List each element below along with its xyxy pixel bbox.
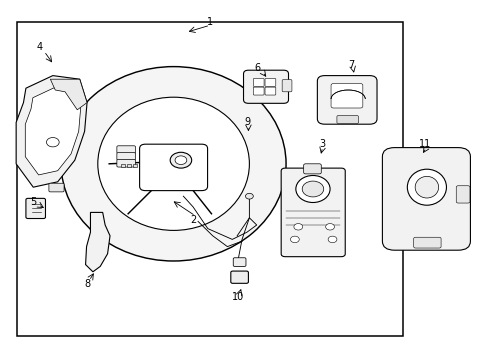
Circle shape (175, 156, 186, 165)
FancyBboxPatch shape (49, 183, 64, 192)
FancyBboxPatch shape (281, 168, 345, 257)
FancyBboxPatch shape (264, 78, 275, 86)
Polygon shape (25, 88, 81, 175)
Text: 11: 11 (418, 139, 431, 149)
FancyBboxPatch shape (282, 80, 291, 92)
FancyBboxPatch shape (132, 164, 137, 167)
Polygon shape (16, 76, 87, 187)
Text: 4: 4 (37, 42, 43, 52)
FancyBboxPatch shape (117, 153, 135, 160)
Text: 6: 6 (254, 63, 260, 73)
FancyBboxPatch shape (336, 116, 358, 123)
Polygon shape (85, 212, 110, 272)
FancyBboxPatch shape (253, 87, 264, 95)
Ellipse shape (414, 176, 438, 198)
Text: 8: 8 (84, 279, 90, 289)
Text: 3: 3 (319, 139, 325, 149)
Ellipse shape (295, 175, 329, 202)
FancyBboxPatch shape (382, 148, 469, 250)
FancyBboxPatch shape (117, 159, 135, 167)
Circle shape (293, 224, 302, 230)
Ellipse shape (407, 169, 446, 205)
Text: 2: 2 (190, 215, 196, 225)
FancyBboxPatch shape (253, 78, 264, 86)
Text: 10: 10 (231, 292, 244, 302)
FancyBboxPatch shape (303, 164, 321, 174)
FancyBboxPatch shape (117, 146, 135, 153)
Ellipse shape (98, 97, 249, 230)
FancyBboxPatch shape (233, 258, 245, 266)
Text: 7: 7 (347, 60, 353, 70)
Bar (17, 22, 403, 336)
Circle shape (327, 236, 336, 243)
Circle shape (290, 236, 299, 243)
Text: 5: 5 (30, 197, 36, 207)
Ellipse shape (61, 67, 285, 261)
Circle shape (325, 224, 334, 230)
Circle shape (170, 152, 191, 168)
Text: 1: 1 (207, 17, 213, 27)
FancyBboxPatch shape (121, 164, 125, 167)
FancyBboxPatch shape (230, 271, 248, 283)
FancyBboxPatch shape (243, 70, 288, 103)
Text: 9: 9 (244, 117, 249, 127)
FancyBboxPatch shape (126, 164, 131, 167)
Circle shape (302, 181, 323, 197)
FancyBboxPatch shape (26, 198, 45, 219)
Circle shape (46, 138, 59, 147)
FancyBboxPatch shape (140, 144, 207, 190)
FancyBboxPatch shape (413, 237, 440, 248)
FancyBboxPatch shape (330, 84, 362, 108)
Circle shape (245, 193, 253, 199)
FancyBboxPatch shape (455, 186, 469, 203)
Polygon shape (50, 79, 87, 110)
FancyBboxPatch shape (264, 87, 275, 95)
FancyBboxPatch shape (317, 76, 376, 124)
